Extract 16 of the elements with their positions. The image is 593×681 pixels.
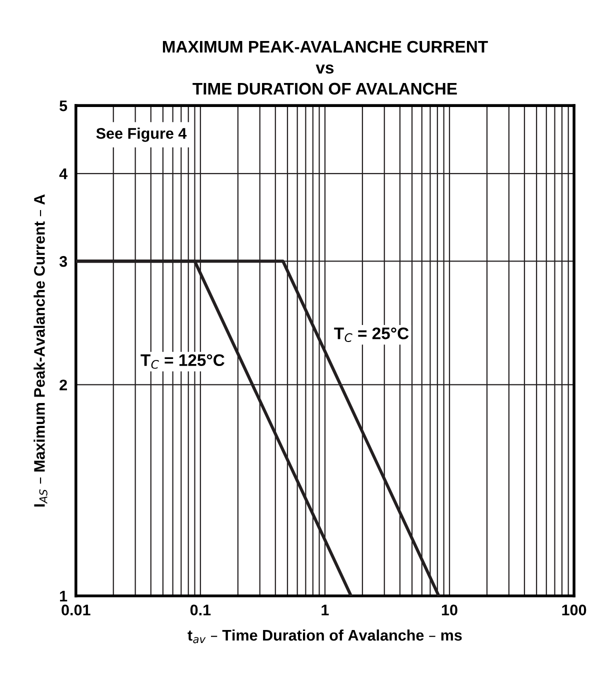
y-tick-label: 3 (59, 256, 68, 267)
y-tick-label: 2 (60, 380, 67, 390)
y-tick-label: 1 (60, 590, 68, 602)
x-tick-label: 10 (442, 604, 458, 616)
annotation: See Figure 4 (96, 128, 187, 142)
series-label: T$_{C}$ = 25°C (334, 327, 409, 342)
series-label: T$_{C}$ = 125°C (140, 354, 224, 369)
x-tick-label: 0.01 (62, 604, 90, 616)
chart-title: MAXIMUM PEAK-AVALANCHE CURRENT vs TIME DURATION OF AVALANCHE (162, 40, 488, 95)
y-tick-label: 5 (60, 100, 68, 112)
x-tick-label: 0.1 (190, 604, 211, 616)
x-tick-label: 1 (322, 604, 329, 616)
x-tick-label: 100 (562, 604, 586, 616)
y-tick-label: 4 (59, 168, 68, 180)
x-axis-title: t$_{av}$ – Time Duration of Avalanche – ms (188, 629, 462, 644)
y-axis-title: I$_{AS}$ – Maximum Peak-Avalanche Current – A (34, 194, 48, 507)
